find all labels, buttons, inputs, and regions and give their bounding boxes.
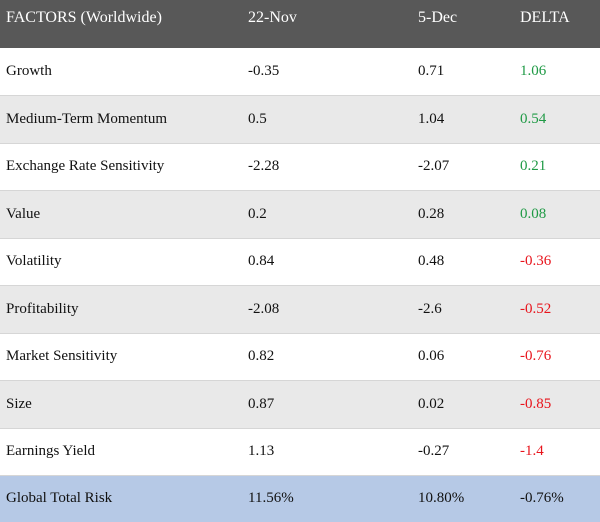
header-delta: DELTA: [520, 9, 570, 26]
delta-value: -0.85: [520, 395, 552, 412]
delta-value: -0.36: [520, 253, 552, 270]
table-row: Market Sensitivity 0.82 0.06 -0.76: [0, 333, 600, 381]
factor-name: Exchange Rate Sensitivity: [6, 158, 165, 175]
nov-value: -2.28: [248, 158, 280, 175]
factor-name: Market Sensitivity: [6, 348, 118, 365]
table-row: Medium-Term Momentum 0.5 1.04 0.54: [0, 95, 600, 143]
nov-value: 0.2: [248, 205, 267, 222]
table-row: Volatility 0.84 0.48 -0.36: [0, 238, 600, 286]
dec-value: -2.6: [418, 300, 442, 317]
nov-value: -0.35: [248, 63, 280, 79]
table-row: Size 0.87 0.02 -0.85: [0, 380, 600, 428]
delta-value: -1.4: [520, 443, 544, 460]
table-row: Exchange Rate Sensitivity -2.28 -2.07 0.…: [0, 143, 600, 191]
dec-value: -2.07: [418, 158, 450, 175]
dec-value: 0.28: [418, 205, 445, 222]
nov-value: 0.82: [248, 348, 275, 365]
header-dec: 5-Dec: [418, 9, 458, 26]
dec-value: 1.04: [418, 110, 445, 127]
total-dec-value: 10.80%: [418, 490, 465, 507]
dec-value: 0.06: [418, 348, 445, 365]
delta-value: -0.76: [520, 348, 552, 365]
delta-value: 0.54: [520, 110, 547, 127]
delta-value: -0.52: [520, 300, 552, 317]
header-row: FACTORS (Worldwide) 22-Nov 5-Dec DELTA: [0, 0, 600, 48]
header-factors: FACTORS (Worldwide): [6, 9, 162, 26]
total-delta-value: -0.76%: [520, 490, 564, 507]
nov-value: 0.87: [248, 395, 275, 412]
factor-name: Size: [6, 395, 32, 412]
total-row: Global Total Risk 11.56% 10.80% -0.76%: [0, 475, 600, 522]
dec-value: -0.27: [418, 443, 450, 460]
total-label: Global Total Risk: [6, 490, 113, 507]
header-nov: 22-Nov: [248, 9, 297, 26]
factor-name: Volatility: [6, 253, 62, 270]
dec-value: 0.48: [418, 253, 445, 270]
table-row: Value 0.2 0.28 0.08: [0, 190, 600, 238]
nov-value: 1.13: [248, 443, 275, 460]
nov-value: 0.84: [248, 253, 275, 270]
factor-name: Medium-Term Momentum: [6, 110, 168, 127]
dec-value: 0.71: [418, 63, 445, 79]
factor-name: Profitability: [6, 300, 79, 317]
dec-value: 0.02: [418, 395, 445, 412]
table-row: Growth -0.35 0.71 1.06: [0, 48, 600, 96]
factor-name: Value: [6, 205, 41, 222]
table-row: Earnings Yield 1.13 -0.27 -1.4: [0, 428, 600, 476]
factor-name: Growth: [6, 63, 52, 79]
nov-value: -2.08: [248, 300, 280, 317]
delta-value: 1.06: [520, 63, 547, 79]
delta-value: 0.08: [520, 205, 547, 222]
total-nov-value: 11.56%: [248, 490, 294, 507]
factor-name: Earnings Yield: [6, 443, 96, 460]
nov-value: 0.5: [248, 110, 267, 127]
delta-value: 0.21: [520, 158, 547, 175]
table-row: Profitability -2.08 -2.6 -0.52: [0, 285, 600, 333]
